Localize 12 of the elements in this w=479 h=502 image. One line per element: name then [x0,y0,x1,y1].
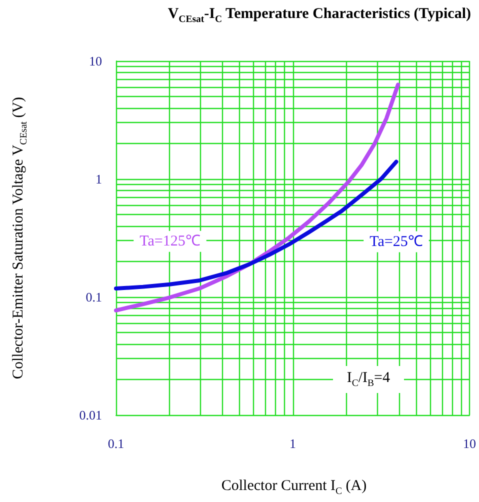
y-tick-label: 1 [96,172,102,186]
text: Ta=125℃ [140,233,200,250]
y-tick-label: 10 [89,54,102,68]
y-tick-label: 0.01 [79,408,102,422]
x-tick-label: 0.1 [108,436,124,451]
annotation: I$_{C}$/I$_{B}$=4 [332,366,404,393]
x-axis-title: Collector Current I$_{C}$ (A) [220,478,368,497]
text: Ta=25℃ [370,234,423,250]
chart-title: V$_{CEsat}$-I$_{C}$ Temperature Characteristics (Typical) [166,6,472,25]
x-tick-label: 10 [463,436,476,451]
y-tick-label: 0.1 [86,290,102,304]
x-tick-label: 1 [290,436,296,451]
